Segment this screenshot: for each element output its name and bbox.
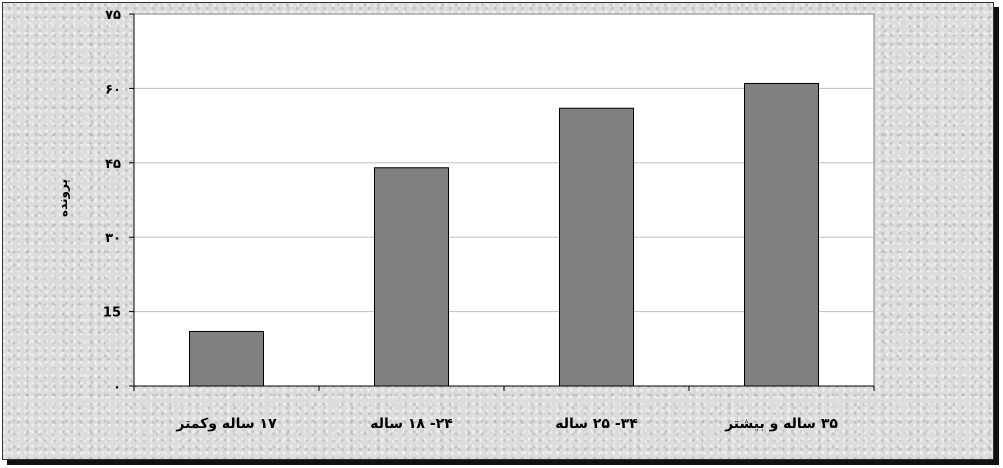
x-tick-label: ۲۴- ۱۸ ساله bbox=[370, 416, 453, 432]
bar-chart: ۰ 15 ۳۰ ۴۵ ۶۰ ۷۵ ۱۷ ساله وکمتر ۲۴- ۱۸ ساله ۳۴- … bbox=[56, 8, 875, 432]
y-axis-title: پرونده bbox=[56, 179, 71, 217]
axes bbox=[129, 13, 875, 391]
bars bbox=[189, 82, 819, 387]
y-tick-label: ۳۰ bbox=[105, 231, 121, 246]
y-tick-label: ۷۵ bbox=[105, 8, 121, 23]
bar bbox=[189, 330, 264, 387]
bar bbox=[744, 82, 819, 387]
y-tick-label: ۶۰ bbox=[105, 82, 121, 97]
y-tick-labels: ۰ 15 ۳۰ ۴۵ ۶۰ ۷۵ bbox=[103, 8, 121, 395]
y-tick-label: 15 bbox=[103, 306, 121, 321]
bar bbox=[559, 107, 634, 387]
x-tick-label: ۱۷ ساله وکمتر bbox=[175, 416, 277, 432]
chart-frame: ۰ 15 ۳۰ ۴۵ ۶۰ ۷۵ ۱۷ ساله وکمتر ۲۴- ۱۸ ساله ۳۴- … bbox=[2, 2, 994, 460]
x-tick-labels: ۱۷ ساله وکمتر ۲۴- ۱۸ ساله ۳۴- ۲۵ ساله ۳۵ سا… bbox=[175, 416, 838, 432]
y-tick-label: ۴۵ bbox=[105, 157, 121, 172]
y-tick-label: ۰ bbox=[113, 380, 121, 395]
x-tick-label: ۳۴- ۲۵ ساله bbox=[555, 416, 638, 432]
x-tick-label: ۳۵ ساله و بیشتر bbox=[724, 416, 838, 432]
bar bbox=[374, 167, 449, 387]
